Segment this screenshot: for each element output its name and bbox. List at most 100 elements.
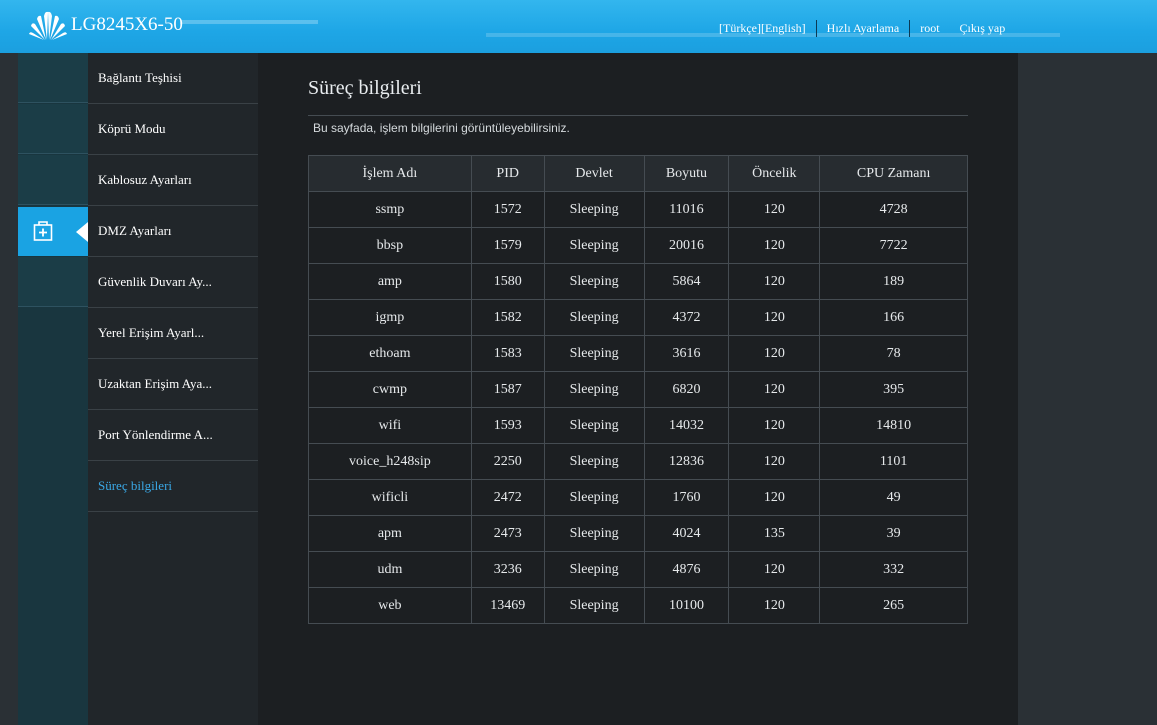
cell-state: Sleeping: [543, 407, 645, 444]
cell-size: 20016: [643, 227, 730, 264]
cell-process-name: bbsp: [308, 227, 472, 264]
sidebar-item-local-access[interactable]: Yerel Erişim Ayarl...: [88, 308, 258, 359]
table-header-row: İşlem Adı PID Devlet Boyutu Öncelik CPU …: [308, 155, 968, 192]
page-description: Bu sayfada, işlem bilgilerini görüntüley…: [313, 121, 570, 135]
plus-box-icon: [33, 221, 53, 241]
cell-state: Sleeping: [543, 515, 645, 552]
table-row: apm 2473 Sleeping 4024 135 39: [308, 515, 968, 552]
cell-state: Sleeping: [543, 587, 645, 624]
lang-english-link[interactable]: [English]: [760, 21, 806, 35]
sidebar-item-wireless-settings[interactable]: Kablosuz Ayarları: [88, 155, 258, 206]
header-highlight: [180, 20, 318, 24]
rail-slot: [18, 155, 88, 205]
cell-pid: 2473: [470, 515, 545, 552]
cell-pid: 3236: [470, 551, 545, 588]
lang-turkish-link[interactable]: [Türkçe]: [719, 21, 761, 35]
cell-priority: 135: [728, 515, 821, 552]
cell-cpu-time: 395: [819, 371, 968, 408]
table-row: bbsp 1579 Sleeping 20016 120 7722: [308, 227, 968, 264]
table-row: ethoam 1583 Sleeping 3616 120 78: [308, 335, 968, 372]
column-header-priority: Öncelik: [728, 155, 821, 192]
top-links: [Türkçe] [English] Hızlı Ayarlama root Ç…: [719, 20, 1005, 37]
sidebar-item-port-forwarding[interactable]: Port Yönlendirme A...: [88, 410, 258, 461]
rail-active-category[interactable]: [18, 207, 88, 256]
cell-pid: 1593: [470, 407, 545, 444]
cell-size: 14032: [643, 407, 730, 444]
cell-process-name: web: [308, 587, 472, 624]
cell-cpu-time: 49: [819, 479, 968, 516]
sidebar-item-bridge-mode[interactable]: Köprü Modu: [88, 104, 258, 155]
cell-priority: 120: [728, 299, 821, 336]
column-header-cpu-time: CPU Zamanı: [819, 155, 968, 192]
cell-priority: 120: [728, 371, 821, 408]
cell-size: 1760: [643, 479, 730, 516]
cell-size: 12836: [643, 443, 730, 480]
huawei-logo-icon: [29, 11, 67, 41]
cell-size: 4876: [643, 551, 730, 588]
cell-state: Sleeping: [543, 443, 645, 480]
cell-size: 5864: [643, 263, 730, 300]
cell-process-name: udm: [308, 551, 472, 588]
cell-pid: 2472: [470, 479, 545, 516]
cell-priority: 120: [728, 551, 821, 588]
main-content: Süreç bilgileri Bu sayfada, işlem bilgil…: [258, 53, 1018, 725]
cell-cpu-time: 39: [819, 515, 968, 552]
cell-cpu-time: 265: [819, 587, 968, 624]
table-row: udm 3236 Sleeping 4876 120 332: [308, 551, 968, 588]
sidebar-item-connection-diagnosis[interactable]: Bağlantı Teşhisi: [88, 53, 258, 104]
cell-cpu-time: 7722: [819, 227, 968, 264]
table-row: voice_h248sip 2250 Sleeping 12836 120 11…: [308, 443, 968, 480]
sidebar-item-process-info[interactable]: Süreç bilgileri: [88, 461, 258, 512]
column-header-size: Boyutu: [643, 155, 730, 192]
column-header-process-name: İşlem Adı: [308, 155, 472, 192]
rail-slot: [18, 257, 88, 307]
cell-pid: 1572: [470, 191, 545, 228]
cell-cpu-time: 1101: [819, 443, 968, 480]
cell-state: Sleeping: [543, 479, 645, 516]
cell-process-name: cwmp: [308, 371, 472, 408]
username-label: root: [920, 21, 940, 35]
rail-slot: [18, 53, 88, 103]
cell-priority: 120: [728, 227, 821, 264]
logout-link[interactable]: Çıkış yap: [959, 21, 1006, 35]
rail-slot: [18, 104, 88, 154]
cell-process-name: ethoam: [308, 335, 472, 372]
cell-state: Sleeping: [543, 335, 645, 372]
cell-size: 3616: [643, 335, 730, 372]
divider: [909, 20, 911, 37]
sidebar-item-remote-access[interactable]: Uzaktan Erişim Aya...: [88, 359, 258, 410]
sidebar-menu: Bağlantı Teşhisi Köprü Modu Kablosuz Aya…: [88, 53, 258, 725]
header-highlight: [486, 33, 1060, 37]
sidebar-item-firewall-settings[interactable]: Güvenlik Duvarı Ay...: [88, 257, 258, 308]
column-header-pid: PID: [470, 155, 545, 192]
cell-cpu-time: 189: [819, 263, 968, 300]
cell-cpu-time: 14810: [819, 407, 968, 444]
title-divider: [308, 115, 968, 116]
cell-pid: 13469: [470, 587, 545, 624]
cell-cpu-time: 4728: [819, 191, 968, 228]
cell-priority: 120: [728, 191, 821, 228]
cell-pid: 1580: [470, 263, 545, 300]
product-name: LG8245X6-50: [71, 14, 183, 35]
cell-priority: 120: [728, 407, 821, 444]
cell-pid: 1579: [470, 227, 545, 264]
cell-pid: 1583: [470, 335, 545, 372]
cell-cpu-time: 332: [819, 551, 968, 588]
table-row: ssmp 1572 Sleeping 11016 120 4728: [308, 191, 968, 228]
cell-priority: 120: [728, 263, 821, 300]
cell-process-name: amp: [308, 263, 472, 300]
table-row: wifi 1593 Sleeping 14032 120 14810: [308, 407, 968, 444]
cell-process-name: igmp: [308, 299, 472, 336]
cell-state: Sleeping: [543, 371, 645, 408]
cell-state: Sleeping: [543, 263, 645, 300]
cell-size: 11016: [643, 191, 730, 228]
divider: [815, 20, 817, 37]
cell-cpu-time: 78: [819, 335, 968, 372]
sidebar-item-dmz-settings[interactable]: DMZ Ayarları: [88, 206, 258, 257]
page-title: Süreç bilgileri: [308, 77, 422, 99]
cell-size: 6820: [643, 371, 730, 408]
quick-setup-link[interactable]: Hızlı Ayarlama: [826, 21, 900, 35]
table-row: wificli 2472 Sleeping 1760 120 49: [308, 479, 968, 516]
cell-state: Sleeping: [543, 551, 645, 588]
table-row: igmp 1582 Sleeping 4372 120 166: [308, 299, 968, 336]
